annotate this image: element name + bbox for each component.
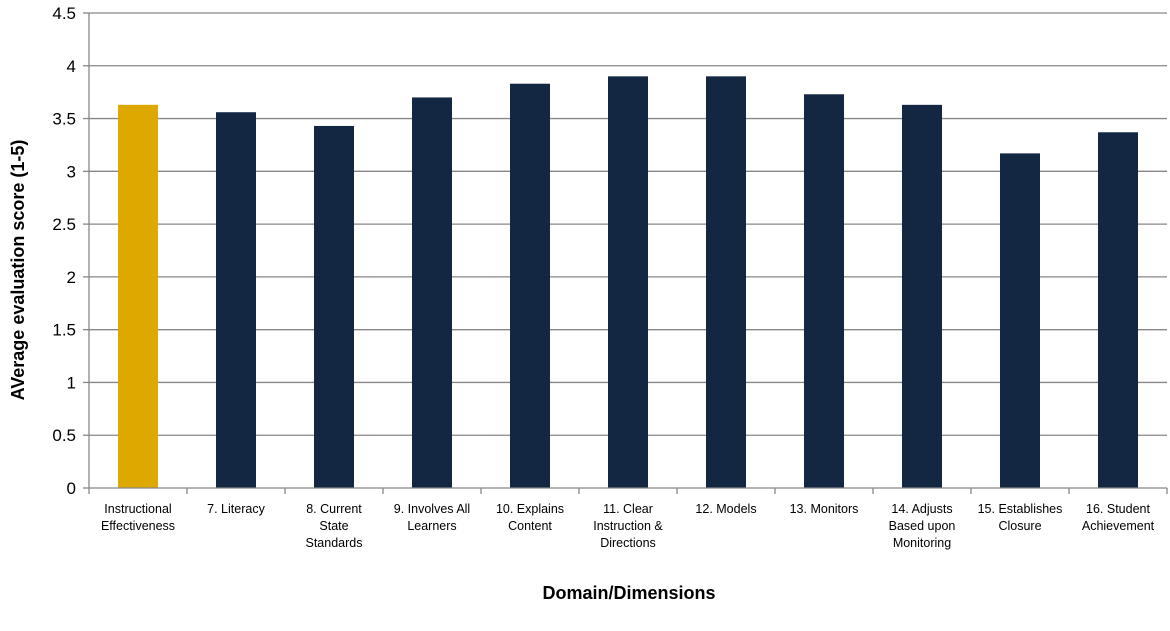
bar	[706, 76, 746, 488]
x-axis-title: Domain/Dimensions	[542, 583, 715, 603]
x-category-label: 12. Models	[695, 502, 756, 516]
x-category-labels: Instructional Effectiveness 7. Literacy 8. …	[101, 502, 1155, 550]
x-category-label: 7. Literacy	[207, 502, 265, 516]
bar	[216, 112, 256, 488]
y-axis-title: AVerage evaluation score (1-5)	[8, 140, 28, 401]
bars	[118, 76, 1138, 489]
bar	[412, 97, 452, 488]
x-category-label: 16. Student Achievement	[1082, 502, 1155, 533]
x-category-label: 11. Clear Instruction & Directions	[593, 502, 663, 550]
y-tick-label: 3	[67, 162, 76, 181]
y-tick-label: 0	[67, 479, 76, 498]
y-tick-label: 4.5	[52, 4, 76, 23]
bar	[314, 125, 354, 488]
y-tick-label: 3.5	[52, 110, 76, 129]
x-category-label: 14. Adjusts Based upon Monitoring	[889, 502, 956, 550]
y-tick-label: 0.5	[52, 426, 76, 445]
y-tick-label: 2.5	[52, 215, 76, 234]
bar	[118, 104, 158, 488]
bar	[1098, 132, 1138, 488]
x-category-label: 15. Establishes Closure	[978, 502, 1063, 533]
y-tick-label: 2	[67, 268, 76, 287]
x-category-label: 13. Monitors	[790, 502, 859, 516]
x-category-label: 8. Current State Standards	[306, 502, 363, 550]
x-category-label: Instructional Effectiveness	[101, 502, 175, 533]
bar	[608, 76, 648, 488]
x-category-label: 10. Explains Content	[496, 502, 564, 533]
y-tick-labels: 0 0.5 1 1.5 2 2.5 3 3.5 4 4.5	[52, 4, 76, 498]
bar	[804, 94, 844, 489]
bar	[510, 83, 550, 488]
y-tick-label: 1.5	[52, 321, 76, 340]
axes	[88, 13, 1168, 494]
bar	[1000, 153, 1040, 488]
y-tick-label: 4	[67, 57, 76, 76]
x-category-label: 9. Involves All Learners	[394, 502, 470, 533]
y-tick-label: 1	[67, 373, 76, 392]
bar	[902, 104, 942, 488]
